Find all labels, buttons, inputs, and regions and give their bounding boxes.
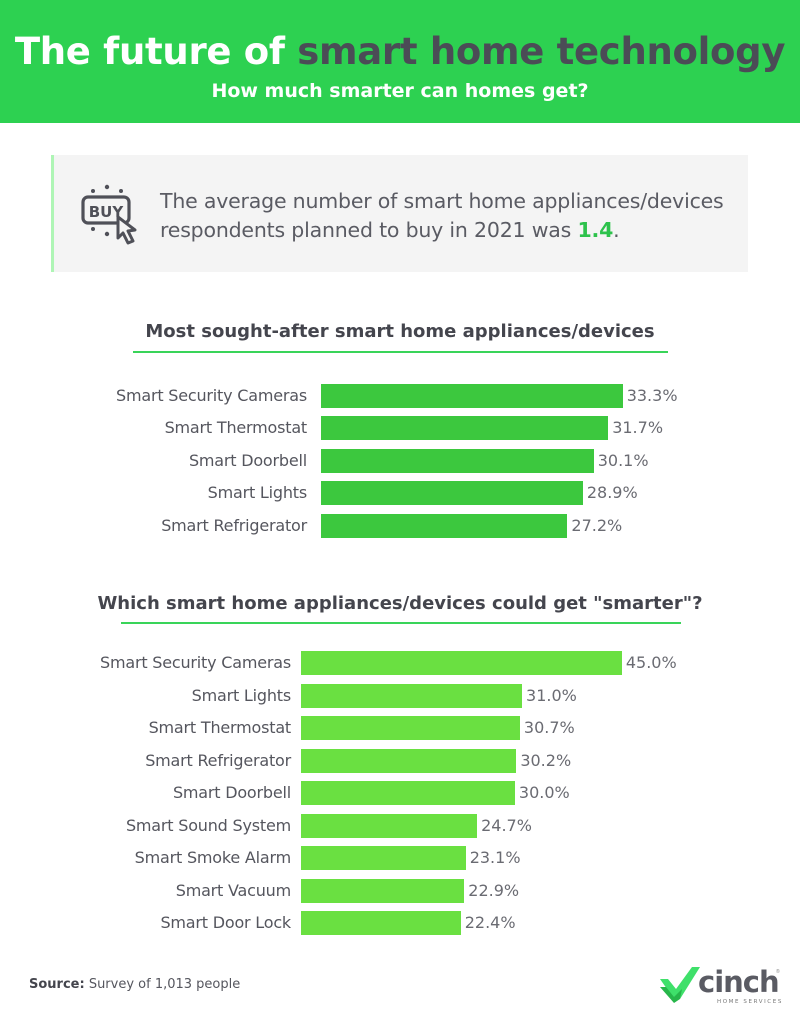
page-subtitle: How much smarter can homes get? (211, 80, 589, 102)
bar-row: Smart Thermostat 31.7% (0, 416, 800, 441)
bar-label: Smart Refrigerator (161, 515, 307, 535)
bar-value-label: 30.2% (520, 750, 572, 770)
bar-label: Smart Door Lock (160, 913, 291, 932)
source-label: Source: (29, 977, 85, 992)
bar (301, 846, 466, 870)
bar-value-label: 22.9% (468, 880, 520, 900)
bar-row: Smart Sound System 24.7% (0, 813, 800, 838)
bar-value-label: 23.1% (469, 848, 521, 867)
bar-value-label: 31.0% (526, 685, 577, 705)
bar-value-label: 28.9% (586, 483, 638, 503)
bar-row: Smart Refrigerator 30.2% (0, 748, 800, 773)
bar-label: Smart Vacuum (175, 880, 291, 900)
bar-value-label: 30.0% (518, 783, 570, 802)
callout-highlight-value: 1.4 (577, 218, 614, 242)
bar-label: Smart Thermostat (148, 718, 292, 737)
callout-line-2-text: respondents planned to buy in 2021 was (160, 218, 578, 242)
bar-label: Smart Security Cameras (100, 653, 291, 672)
bar-row: Smart Thermostat 30.7% (0, 716, 800, 740)
bar-row: Smart Refrigerator 27.2% (0, 513, 800, 538)
bar (321, 481, 583, 506)
logo-tagline: HOME SERVICES (717, 999, 783, 1005)
callout-line-2: respondents planned to buy in 2021 was 1… (160, 216, 724, 245)
bar-row: Smart Doorbell 30.0% (0, 781, 800, 805)
bar (301, 911, 461, 935)
bar-row: Smart Security Cameras 45.0% (0, 651, 800, 675)
bar-label: Smart Lights (191, 685, 292, 705)
bar (301, 748, 517, 773)
stat-callout: BUY The average number of smart home app… (51, 155, 748, 272)
logo-wordmark: cinch (698, 965, 780, 999)
bar (301, 651, 622, 675)
bar-value-label: 33.3% (626, 386, 678, 405)
callout-text: The average number of smart home applian… (160, 187, 724, 245)
svg-text:BUY: BUY (89, 203, 125, 221)
bar-value-label: 31.7% (612, 418, 664, 438)
bar (321, 513, 568, 538)
bar-label: Smart Sound System (125, 815, 291, 835)
bar-row: Smart Security Cameras 33.3% (0, 384, 800, 408)
bar (301, 683, 523, 708)
bar-value-label: 30.7% (523, 718, 575, 737)
chart2-title: Which smart home appliances/devices coul… (97, 593, 703, 614)
bar (301, 781, 515, 805)
logo-registered-mark: ® (776, 969, 780, 975)
bar (321, 448, 594, 473)
source-text: Survey of 1,013 people (84, 977, 241, 992)
bar (301, 878, 465, 903)
title-part-accent: smart home technology (297, 30, 786, 73)
checkmark-logo-icon (660, 967, 700, 1003)
bar (321, 416, 609, 441)
bar-label: Smart Lights (207, 483, 308, 503)
bar-row: Smart Door Lock 22.4% (0, 911, 800, 935)
header-banner: The future of smart home technology How … (0, 0, 800, 123)
bar-label: Smart Doorbell (172, 783, 291, 802)
callout-line-2-suffix: . (613, 218, 620, 242)
page-title: The future of smart home technology (0, 30, 800, 73)
bar-row: Smart Lights 31.0% (0, 683, 800, 708)
bar-label: Smart Refrigerator (145, 750, 291, 770)
bar-value-label: 22.4% (464, 913, 516, 932)
bar-label: Smart Smoke Alarm (134, 848, 292, 867)
buy-click-icon: BUY (81, 184, 137, 245)
chart1-title: Most sought-after smart home appliances/… (145, 321, 655, 342)
source-note: Source: Survey of 1,013 people (29, 977, 240, 992)
chart2-title-underline (121, 622, 681, 624)
title-part-white: The future of (14, 30, 298, 73)
chart1-title-underline (133, 351, 668, 353)
bar-label: Smart Security Cameras (116, 386, 307, 405)
bar-label: Smart Thermostat (164, 418, 308, 438)
bar-value-label: 45.0% (625, 653, 677, 672)
bar (301, 813, 478, 838)
bar (321, 384, 623, 408)
bar-row: Smart Vacuum 22.9% (0, 878, 800, 903)
bar-row: Smart Smoke Alarm 23.1% (0, 846, 800, 870)
callout-line-1: The average number of smart home applian… (160, 189, 724, 213)
bar-value-label: 24.7% (481, 815, 532, 835)
bar-row: Smart Lights 28.9% (0, 481, 800, 506)
cinch-logo: cinch ® HOME SERVICES (660, 965, 790, 1015)
bar (301, 716, 520, 740)
bar-row: Smart Doorbell 30.1% (0, 448, 800, 473)
bar-value-label: 27.2% (571, 515, 623, 535)
bar-value-label: 30.1% (597, 450, 649, 470)
bar-label: Smart Doorbell (188, 450, 307, 470)
